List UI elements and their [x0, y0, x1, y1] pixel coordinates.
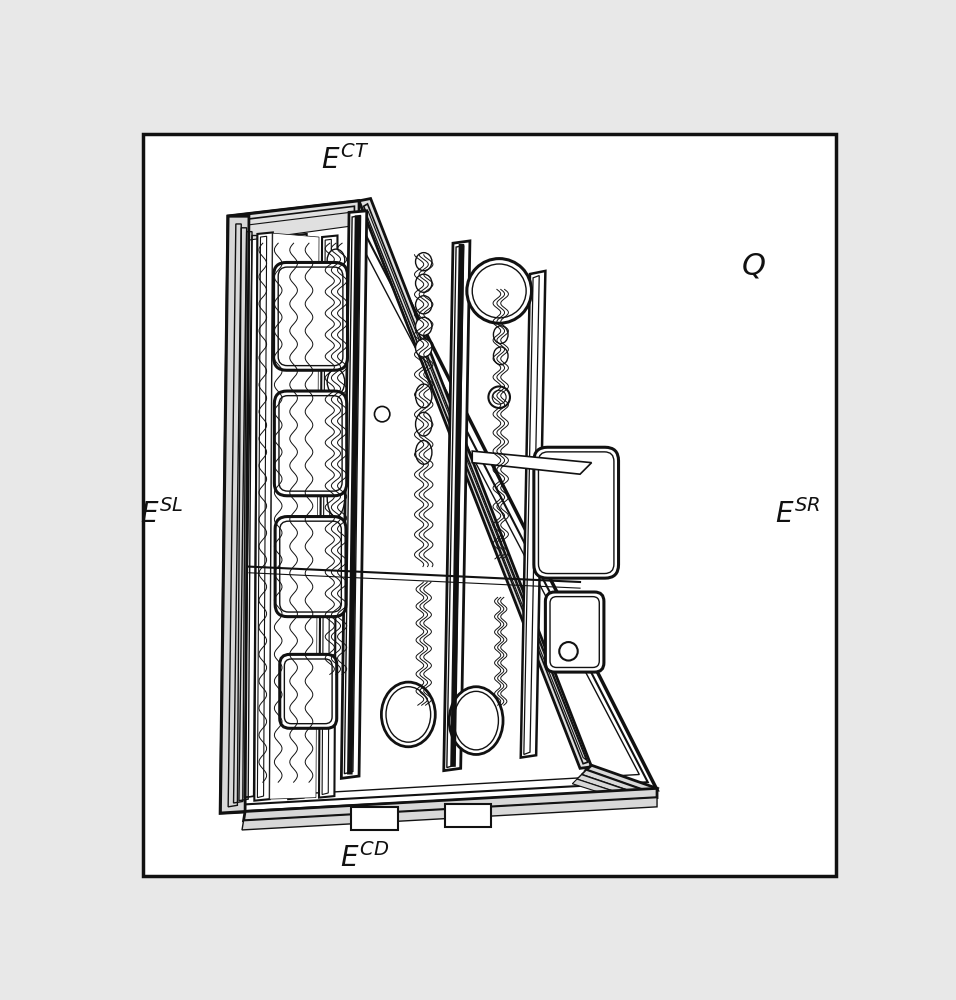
FancyBboxPatch shape — [538, 452, 614, 574]
Polygon shape — [586, 765, 657, 793]
FancyBboxPatch shape — [278, 267, 343, 366]
Ellipse shape — [467, 259, 532, 323]
FancyBboxPatch shape — [275, 517, 346, 617]
FancyBboxPatch shape — [545, 592, 604, 672]
Ellipse shape — [493, 326, 508, 344]
Ellipse shape — [416, 339, 432, 357]
FancyBboxPatch shape — [280, 654, 337, 728]
Polygon shape — [577, 774, 647, 801]
FancyBboxPatch shape — [279, 396, 342, 491]
Ellipse shape — [449, 687, 503, 754]
FancyBboxPatch shape — [274, 391, 347, 496]
Ellipse shape — [454, 691, 498, 750]
Text: $E^{CT}$: $E^{CT}$ — [321, 145, 369, 175]
Ellipse shape — [327, 327, 345, 349]
Polygon shape — [237, 212, 350, 242]
Polygon shape — [242, 798, 657, 830]
Bar — [352, 807, 398, 830]
Polygon shape — [270, 233, 319, 799]
Polygon shape — [254, 232, 272, 801]
Polygon shape — [257, 236, 267, 798]
Polygon shape — [524, 276, 539, 754]
FancyBboxPatch shape — [284, 659, 332, 724]
FancyBboxPatch shape — [280, 521, 341, 612]
Polygon shape — [322, 239, 332, 795]
Ellipse shape — [493, 347, 508, 365]
Text: $E^{CD}$: $E^{CD}$ — [339, 843, 389, 873]
Polygon shape — [359, 199, 592, 768]
Polygon shape — [221, 216, 249, 813]
Ellipse shape — [381, 682, 435, 747]
Polygon shape — [573, 779, 642, 805]
Polygon shape — [244, 788, 657, 821]
Ellipse shape — [375, 406, 390, 422]
Ellipse shape — [327, 275, 345, 297]
Ellipse shape — [327, 524, 345, 563]
Ellipse shape — [493, 305, 508, 322]
Ellipse shape — [416, 441, 432, 464]
Polygon shape — [472, 451, 592, 474]
Ellipse shape — [327, 478, 345, 517]
Ellipse shape — [493, 283, 508, 301]
Polygon shape — [446, 246, 464, 768]
Text: $Q$: $Q$ — [741, 251, 766, 282]
Polygon shape — [521, 271, 545, 758]
Text: $E^{SR}$: $E^{SR}$ — [775, 499, 821, 529]
Ellipse shape — [492, 390, 506, 404]
Ellipse shape — [416, 317, 432, 335]
FancyBboxPatch shape — [533, 447, 619, 578]
Ellipse shape — [472, 264, 526, 318]
Polygon shape — [228, 201, 359, 232]
Polygon shape — [341, 211, 367, 778]
Polygon shape — [221, 201, 657, 813]
Ellipse shape — [327, 369, 345, 395]
Polygon shape — [364, 209, 586, 760]
Ellipse shape — [327, 400, 345, 426]
Ellipse shape — [559, 642, 577, 661]
Polygon shape — [234, 219, 640, 798]
Ellipse shape — [416, 253, 432, 271]
Ellipse shape — [416, 296, 432, 314]
Polygon shape — [344, 215, 360, 774]
Ellipse shape — [327, 249, 345, 271]
Polygon shape — [232, 206, 355, 236]
FancyBboxPatch shape — [273, 262, 347, 370]
Polygon shape — [319, 235, 337, 798]
Polygon shape — [292, 238, 300, 796]
Polygon shape — [363, 204, 588, 764]
Polygon shape — [444, 241, 470, 771]
Polygon shape — [581, 770, 652, 797]
Ellipse shape — [386, 687, 430, 742]
FancyBboxPatch shape — [550, 597, 599, 667]
Ellipse shape — [416, 384, 432, 408]
Ellipse shape — [327, 301, 345, 323]
Polygon shape — [288, 234, 307, 799]
Ellipse shape — [489, 386, 510, 408]
Ellipse shape — [327, 430, 345, 456]
Ellipse shape — [416, 274, 432, 292]
Text: $E^{SL}$: $E^{SL}$ — [141, 499, 184, 529]
Ellipse shape — [416, 412, 432, 436]
Bar — [445, 804, 491, 827]
Polygon shape — [228, 210, 648, 805]
